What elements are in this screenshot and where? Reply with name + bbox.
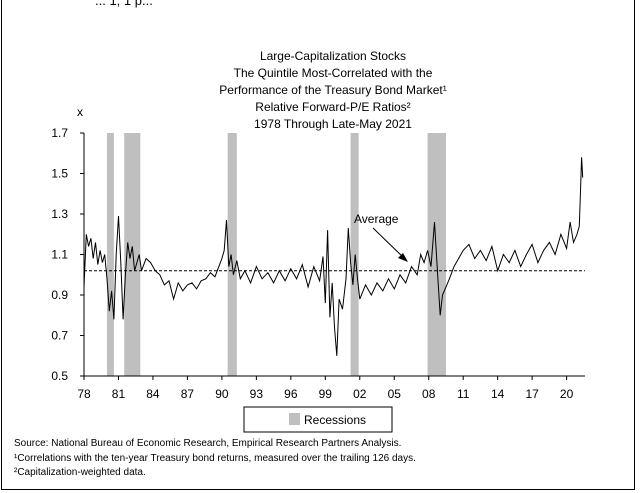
- x-tick-label-3: 87: [181, 387, 195, 401]
- chart-title: Large-Capitalization Stocks The Quintile…: [219, 49, 446, 131]
- x-axis-ticks: 78 81 84 87 90 93 96 99 02 05 08 11 14 17 20: [77, 376, 574, 401]
- x-tick-label-6: 96: [284, 387, 298, 401]
- legend: Recessions: [243, 406, 393, 433]
- x-tick-label-10: 08: [422, 387, 436, 401]
- average-annotation-arrow: [372, 227, 405, 259]
- x-tick-label-5: 93: [250, 387, 264, 401]
- x-tick-label-11: 11: [457, 387, 470, 401]
- x-tick-label-12: 14: [491, 387, 505, 401]
- title-line-5: 1978 Through Late-May 2021: [254, 117, 412, 131]
- y-tick-label-6: 1.7: [51, 126, 68, 140]
- recession-band-3: [227, 133, 237, 376]
- footnote-1: ¹Correlations with the ten-year Treasury…: [14, 453, 416, 464]
- legend-swatch-recessions: [289, 413, 300, 425]
- y-tick-label-4: 1.3: [51, 207, 68, 221]
- source-note: Source: National Bureau of Economic Rese…: [14, 438, 402, 449]
- x-tick-label-14: 20: [560, 387, 574, 401]
- x-tick-label-4: 90: [215, 387, 229, 401]
- x-tick-label-9: 05: [388, 387, 402, 401]
- y-tick-label-2: 0.9: [51, 288, 68, 302]
- y-axis-ticks: 0.5 0.7 0.9 1.1 1.3 1.5 1.7: [51, 126, 84, 383]
- recession-band-2: [124, 133, 141, 376]
- series-line-relative-pe: [83, 157, 584, 356]
- legend-label-recessions: Recessions: [304, 413, 366, 427]
- cropped-caption: ... 1, 1 p...: [95, 0, 153, 8]
- recession-bands: [106, 133, 446, 376]
- average-annotation-arrowhead: [398, 253, 408, 262]
- title-line-1: Large-Capitalization Stocks: [260, 49, 406, 63]
- x-tick-label-13: 17: [525, 387, 539, 401]
- x-tick-label-0: 78: [77, 387, 91, 401]
- x-tick-label-7: 99: [319, 387, 333, 401]
- y-tick-label-1: 0.7: [51, 329, 68, 343]
- title-line-2: The Quintile Most-Correlated with the: [234, 66, 433, 80]
- title-line-3: Performance of the Treasury Bond Market¹: [219, 83, 446, 97]
- chart: Large-Capitalization Stocks The Quintile…: [51, 49, 585, 433]
- legend-box: [243, 406, 393, 433]
- x-tick-label-2: 84: [146, 387, 160, 401]
- recession-band-1: [106, 133, 114, 376]
- average-annotation: Average: [354, 212, 399, 226]
- y-tick-label-5: 1.5: [51, 167, 68, 181]
- x-tick-label-1: 81: [112, 387, 126, 401]
- y-axis-unit-label: x: [77, 105, 83, 119]
- x-tick-label-8: 02: [353, 387, 367, 401]
- title-line-4: Relative Forward-P/E Ratios²: [255, 100, 410, 114]
- y-tick-label-0: 0.5: [51, 369, 68, 383]
- recession-band-4: [350, 133, 359, 376]
- footnote-2: ²Capitalization-weighted data.: [14, 467, 146, 478]
- y-tick-label-3: 1.1: [51, 248, 68, 262]
